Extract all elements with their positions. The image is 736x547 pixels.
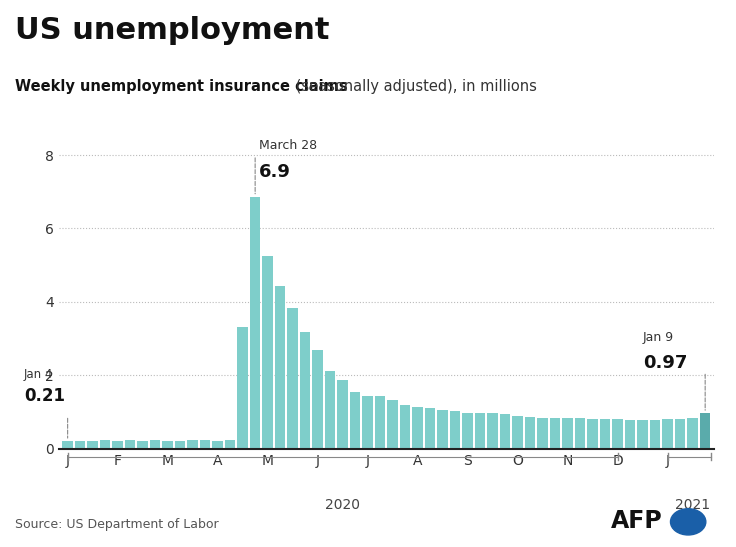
Bar bbox=[462, 412, 473, 449]
Text: 6.9: 6.9 bbox=[259, 162, 291, 181]
Bar bbox=[675, 419, 685, 449]
Bar bbox=[63, 441, 73, 449]
Bar bbox=[287, 307, 298, 449]
Bar bbox=[200, 440, 210, 449]
Bar bbox=[500, 414, 511, 449]
Bar bbox=[237, 328, 248, 449]
Bar bbox=[475, 413, 486, 449]
Bar bbox=[612, 419, 623, 449]
Bar bbox=[650, 420, 660, 449]
Text: Jan 9: Jan 9 bbox=[643, 331, 673, 344]
Bar bbox=[625, 420, 635, 449]
Text: (seasonally adjusted), in millions: (seasonally adjusted), in millions bbox=[291, 79, 537, 94]
Bar bbox=[125, 440, 135, 449]
Bar bbox=[562, 418, 573, 449]
Bar bbox=[300, 332, 311, 449]
Bar bbox=[88, 441, 98, 449]
Bar bbox=[150, 440, 160, 449]
Text: March 28: March 28 bbox=[259, 139, 317, 153]
Text: 0.21: 0.21 bbox=[24, 387, 65, 405]
Text: Jan 4: Jan 4 bbox=[24, 368, 53, 381]
Bar bbox=[537, 418, 548, 449]
Bar bbox=[250, 196, 261, 449]
Bar bbox=[587, 419, 598, 449]
Bar bbox=[100, 440, 110, 449]
Bar bbox=[575, 418, 585, 449]
Bar bbox=[550, 418, 561, 449]
Text: Source: US Department of Labor: Source: US Department of Labor bbox=[15, 517, 219, 531]
Bar bbox=[224, 440, 236, 449]
Bar bbox=[75, 441, 85, 449]
Bar bbox=[175, 441, 185, 449]
Bar bbox=[512, 416, 523, 449]
Bar bbox=[163, 441, 173, 449]
Bar bbox=[188, 440, 198, 449]
Bar bbox=[387, 400, 398, 449]
Bar bbox=[337, 380, 348, 449]
Bar bbox=[425, 408, 436, 449]
Bar bbox=[312, 350, 323, 449]
Bar bbox=[450, 411, 461, 449]
Bar bbox=[375, 396, 386, 449]
Bar bbox=[637, 420, 648, 449]
Bar bbox=[362, 396, 373, 449]
Bar bbox=[437, 410, 448, 449]
Bar bbox=[600, 419, 610, 449]
Bar bbox=[700, 413, 710, 449]
Bar bbox=[487, 413, 498, 449]
Bar bbox=[400, 405, 411, 449]
Text: 2020: 2020 bbox=[325, 498, 360, 512]
Text: 2021: 2021 bbox=[675, 498, 710, 512]
Bar bbox=[138, 441, 148, 449]
Bar bbox=[525, 417, 536, 449]
Bar bbox=[275, 286, 286, 449]
Bar bbox=[262, 257, 273, 449]
Bar bbox=[212, 441, 223, 449]
Text: US unemployment: US unemployment bbox=[15, 16, 329, 45]
Bar bbox=[350, 392, 361, 449]
Text: AFP: AFP bbox=[611, 509, 662, 533]
Text: Weekly unemployment insurance claims: Weekly unemployment insurance claims bbox=[15, 79, 347, 94]
Bar bbox=[325, 371, 336, 449]
Bar bbox=[687, 418, 698, 449]
Bar bbox=[412, 408, 423, 449]
Text: 0.97: 0.97 bbox=[643, 353, 687, 371]
Bar bbox=[662, 419, 673, 449]
Bar bbox=[113, 441, 123, 449]
